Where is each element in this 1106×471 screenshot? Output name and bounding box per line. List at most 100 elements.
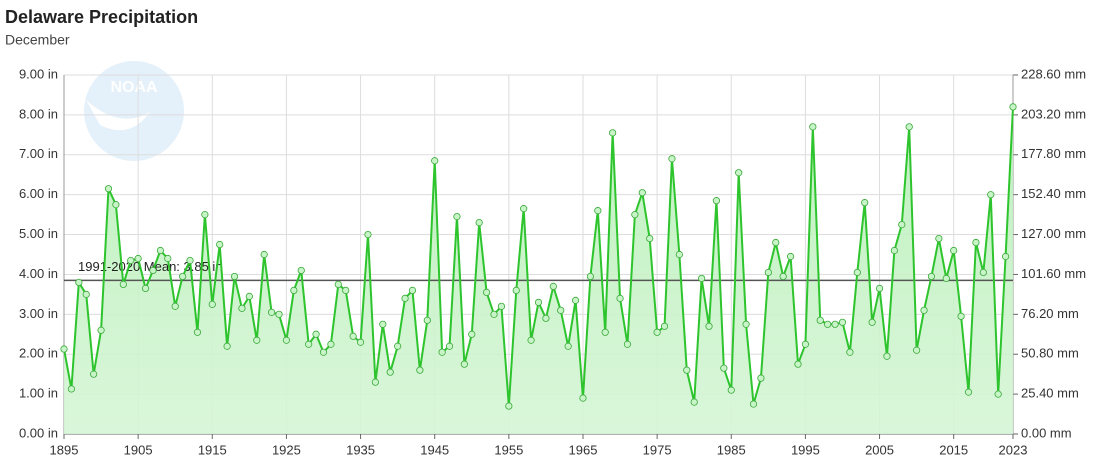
y2-tick-label: 101.60 mm [1021, 266, 1086, 281]
point [505, 402, 513, 410]
y2-tick-label: 152.40 mm [1021, 186, 1086, 201]
point [883, 352, 891, 360]
point [179, 272, 187, 281]
point [512, 286, 520, 294]
point [186, 256, 194, 265]
point [483, 288, 491, 296]
point [816, 316, 824, 324]
point [749, 400, 758, 408]
point [905, 123, 913, 131]
y-tick-label: 7.00 in [19, 146, 58, 161]
point [82, 290, 90, 298]
point [609, 129, 617, 137]
point [149, 266, 157, 275]
point [297, 266, 305, 275]
point [764, 268, 772, 277]
point [112, 201, 120, 209]
point [490, 310, 498, 318]
point [801, 340, 810, 348]
point [631, 211, 639, 219]
point [141, 284, 150, 293]
point [964, 388, 973, 396]
point [690, 398, 698, 406]
point [809, 123, 817, 131]
point [527, 336, 535, 344]
point [156, 246, 164, 255]
point [371, 378, 379, 386]
y-tick-label: 9.00 in [19, 66, 58, 81]
point [660, 322, 669, 330]
chart-subtitle: December [5, 32, 70, 48]
x-tick-label: 1955 [494, 442, 523, 457]
point [942, 274, 950, 283]
x-tick-label: 1985 [717, 442, 746, 457]
point [379, 320, 387, 328]
point [223, 342, 231, 350]
point [698, 274, 706, 283]
point [67, 385, 76, 393]
x-tick-label: 1935 [346, 442, 375, 457]
point [497, 302, 506, 310]
point [468, 330, 476, 338]
point [230, 272, 239, 281]
point [742, 320, 750, 328]
point [75, 278, 83, 287]
y2-tick-label: 76.20 mm [1021, 306, 1079, 321]
point [475, 218, 483, 227]
y2-tick-label: 228.60 mm [1021, 66, 1086, 81]
x-tick-label: 1915 [198, 442, 227, 457]
point [401, 294, 409, 302]
y-tick-label: 4.00 in [19, 266, 58, 281]
y-tick-label: 5.00 in [19, 226, 58, 241]
point [898, 220, 906, 229]
point [423, 316, 431, 324]
point [364, 230, 372, 239]
point [119, 280, 127, 289]
y-tick-label: 1.00 in [19, 386, 58, 401]
point [994, 390, 1002, 398]
point [305, 340, 313, 348]
point [319, 348, 328, 356]
point [586, 272, 594, 281]
point [549, 282, 557, 291]
point [594, 207, 602, 215]
y2-tick-label: 177.80 mm [1021, 146, 1086, 161]
x-tick-label: 1995 [791, 442, 820, 457]
point [534, 298, 543, 306]
point [683, 366, 691, 374]
point [238, 304, 246, 312]
y-tick-label: 0.00 in [19, 425, 58, 440]
point [282, 336, 291, 344]
point [349, 332, 357, 340]
point [890, 246, 898, 255]
point [727, 386, 735, 394]
point [334, 280, 342, 289]
point [913, 346, 921, 354]
y2-tick-label: 0.00 mm [1021, 425, 1072, 440]
x-tick-label: 1975 [643, 442, 672, 457]
x-tick-label: 1895 [50, 442, 79, 457]
point [705, 322, 713, 330]
point [831, 320, 839, 328]
point [623, 340, 632, 348]
point [786, 252, 795, 261]
point [675, 250, 683, 259]
point [127, 256, 135, 265]
x-tick-label: 1905 [124, 442, 153, 457]
point [979, 268, 987, 277]
point [646, 234, 654, 243]
point [342, 286, 350, 294]
point [957, 312, 965, 320]
point [60, 345, 68, 353]
point [972, 238, 980, 247]
point [208, 300, 216, 308]
point [1009, 103, 1017, 111]
point [171, 302, 179, 310]
x-tick-label: 1925 [272, 442, 301, 457]
point [601, 328, 609, 336]
point [193, 328, 202, 336]
point [164, 254, 172, 263]
point [394, 342, 402, 350]
point [386, 368, 394, 376]
